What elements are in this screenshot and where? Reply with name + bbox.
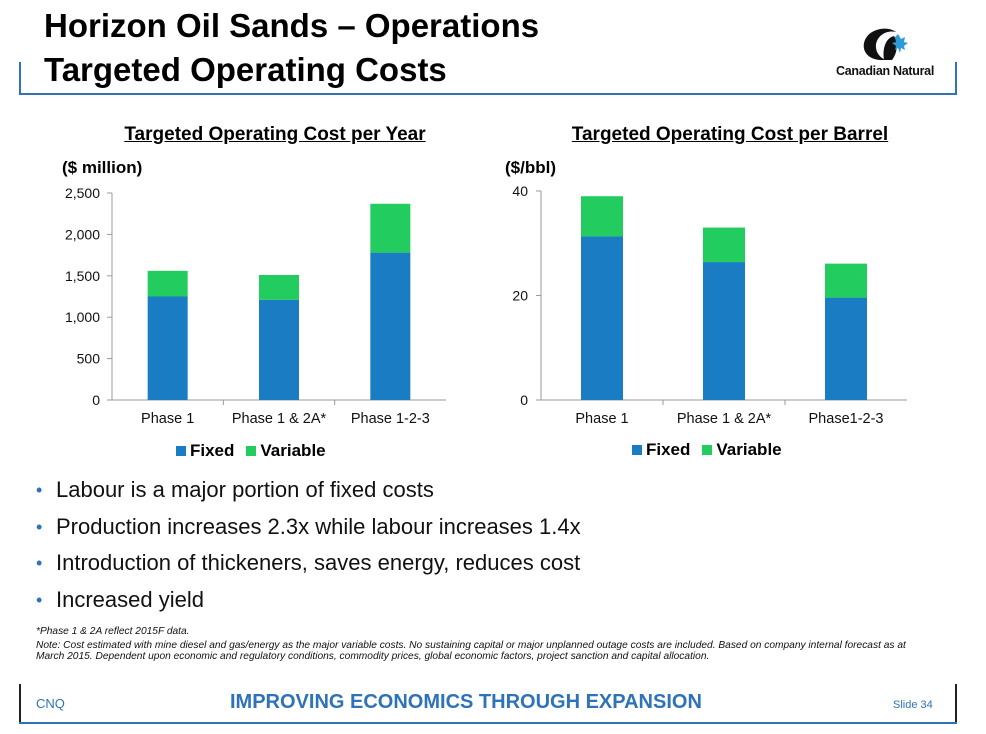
legend-label-variable: Variable [260,441,326,460]
bar-variable [147,270,188,297]
y-tick-label: 1,000 [65,309,100,325]
legend-swatch-fixed [176,446,186,456]
bar-fixed [147,296,188,400]
legend-item-fixed: Fixed [176,441,234,461]
bullet-text: Introduction of thickeners, saves energy… [56,550,581,575]
footnote-disclaimer: Note: Cost estimated with mine diesel an… [36,640,906,663]
frame-divider [955,684,957,722]
bar-fixed [259,299,299,400]
y-tick-label: 1,500 [65,268,100,284]
bullet-dot-icon: • [36,480,43,500]
slide-title-line1: Horizon Oil Sands – Operations [44,7,540,44]
x-category-label: Phase1-2-3 [809,411,884,427]
x-category-label: Phase 1 [141,411,194,427]
y-tick-label: 0 [92,392,100,408]
bullet-text: Production increases 2.3x while labour i… [56,513,581,539]
bullet-item: • Labour is a major portion of fixed cost… [36,472,581,509]
legend-label-variable: Variable [716,440,782,459]
x-category-label: Phase 1 & 2A* [232,411,327,427]
header-divider [19,93,957,95]
y-axis-unit-per-barrel: ($/bbl) [505,158,556,177]
footnote-phase: *Phase 1 & 2A reflect 2015F data. [36,626,190,637]
bar-fixed [703,262,745,400]
y-tick-label: 40 [512,183,528,199]
frame-divider [19,684,21,722]
footer-tagline: IMPROVING ECONOMICS THROUGH EXPANSION [230,691,702,713]
legend-per-barrel: Fixed Variable [632,440,794,460]
bar-variable [703,227,745,263]
y-tick-label: 2,500 [65,185,100,201]
y-tick-label: 2,000 [65,226,100,242]
legend-swatch-fixed [632,445,642,455]
bullet-text: Labour is a major portion of fixed costs [56,477,434,502]
legend-item-fixed: Fixed [632,440,690,460]
x-category-label: Phase 1 & 2A* [677,411,772,427]
bar-fixed [581,236,623,400]
bullet-item: • Production increases 2.3x while labour … [36,509,581,546]
chart-title-per-year: Targeted Operating Cost per Year [124,124,426,145]
bar-fixed [370,252,411,400]
bullet-item: • Increased yield [36,582,581,619]
slide-title-line2: Targeted Operating Costs [44,51,447,88]
logo-text: Canadian Natural [835,64,934,78]
frame-divider [19,62,21,94]
legend-swatch-variable [246,446,257,456]
bar-variable [259,274,299,300]
footer-divider [19,722,957,724]
x-category-label: Phase 1-2-3 [351,411,430,427]
bar-variable [581,196,623,237]
bar-variable [825,263,867,298]
legend-item-variable: Variable [702,440,782,460]
y-tick-label: 20 [512,288,528,304]
bar-variable [370,203,411,253]
legend-per-year: Fixed Variable [176,441,338,461]
footnotes: *Phase 1 & 2A reflect 2015F data. Note: … [36,626,910,663]
bullet-list: • Labour is a major portion of fixed cost… [36,472,581,618]
legend-label-fixed: Fixed [646,440,691,459]
x-category-label: Phase 1 [575,411,628,427]
y-tick-label: 0 [520,392,528,408]
bullet-dot-icon: • [36,553,43,573]
slide-number: Slide 34 [893,699,933,711]
chart-title-per-barrel: Targeted Operating Cost per Barrel [571,124,889,145]
legend-swatch-variable [702,445,713,455]
frame-divider [955,62,957,94]
company-logo: Canadian Natural [826,24,944,80]
bullet-text: Increased yield [56,586,204,612]
footer-ticker: CNQ [36,696,65,711]
bar-fixed [825,297,867,400]
y-axis-unit-per-year: ($ million) [62,158,143,177]
y-tick-label: 500 [77,351,101,367]
bullet-item: • Introduction of thickeners, saves energ… [36,545,581,582]
logo-mark-icon [863,28,908,60]
bullet-dot-icon: • [36,589,43,610]
legend-item-variable: Variable [246,441,326,461]
bullet-dot-icon: • [36,516,43,537]
legend-label-fixed: Fixed [190,441,235,460]
